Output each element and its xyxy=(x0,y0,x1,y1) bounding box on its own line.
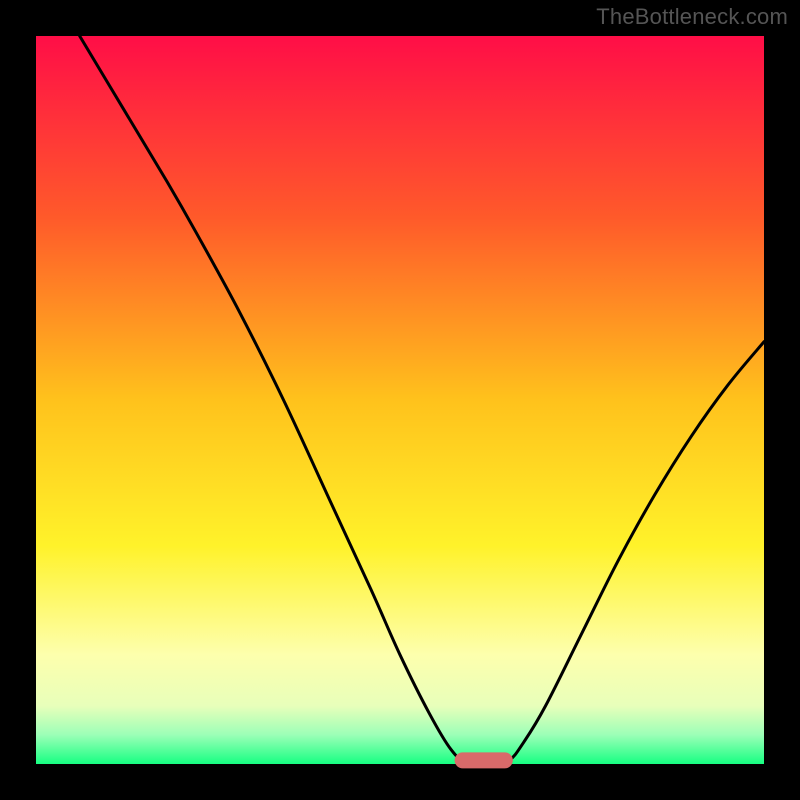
optimal-range-marker xyxy=(455,752,513,768)
watermark-text: TheBottleneck.com xyxy=(596,4,788,30)
chart-frame: TheBottleneck.com xyxy=(0,0,800,800)
bottleneck-curve-chart xyxy=(0,0,800,800)
